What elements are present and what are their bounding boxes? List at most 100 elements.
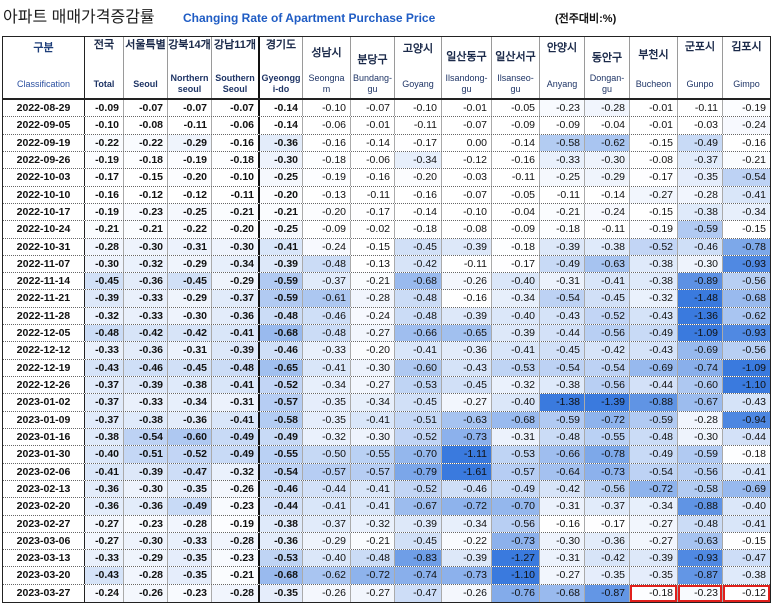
price-change-table: 구분 Classification 전국 Total 서울특별 Seoul 강북14개 Nor… [2,36,771,604]
value-cell-anyang: -0.54 [540,290,585,307]
value-cell-bundang-gu: -0.28 [351,290,395,307]
value-cell-dongan-gu: -0.62 [585,134,630,151]
value-cell-northern-seoul: -0.52 [168,446,212,463]
value-cell-seongna-m: -0.50 [303,446,351,463]
value-cell-seongna-m: -0.62 [303,567,351,584]
value-cell-dongan-gu: -0.29 [585,169,630,186]
value-cell-anyang: -0.48 [540,428,585,446]
date-cell: 2023-03-20 [3,567,85,584]
value-cell-ilsandong-gu: -0.07 [442,117,492,134]
value-cell-southern-seoul: -0.26 [212,480,260,498]
header-label-korean: 고양시 [402,42,434,55]
value-cell-ilsanseo-gu: -0.76 [492,584,540,603]
header-label-english: Total [93,78,115,89]
value-cell-seoul: -0.32 [124,255,168,273]
header-label-korean: 서울특별 [125,38,166,51]
value-cell-seoul: -0.29 [124,550,168,567]
value-cell-northern-seoul: -0.33 [168,532,212,550]
value-cell-goyang: -0.52 [395,428,442,446]
date-cell: 2023-02-27 [3,515,85,532]
value-cell-dongan-gu: -0.28 [585,100,630,117]
value-cell-ilsanseo-gu: -0.70 [492,498,540,515]
value-cell-northern-seoul: -0.29 [168,134,212,151]
value-cell-goyang: -0.17 [395,134,442,151]
header-label-korean: 성남시 [311,46,342,59]
table-row: 2022-10-24 -0.21 -0.21 -0.22 -0.20 -0.25 -0.09… [3,221,770,239]
value-cell-dongan-gu: -0.56 [585,325,630,342]
value-cell-southern-seoul: -0.10 [212,169,260,186]
value-cell-bundang-gu: -0.27 [351,584,395,603]
value-cell-northern-seoul: -0.12 [168,186,212,203]
value-cell-gunpo: -0.23 [678,584,723,603]
value-cell-seongna-m: -0.37 [303,273,351,290]
value-cell-northern-seoul: -0.49 [168,498,212,515]
value-cell-bundang-gu: -0.06 [351,151,395,169]
value-cell-total: -0.39 [85,290,124,307]
value-cell-total: -0.38 [85,428,124,446]
value-cell-anyang: -0.39 [540,238,585,255]
value-cell-seongna-m: -0.33 [303,342,351,359]
value-cell-gimpo: -0.18 [723,446,770,463]
value-cell-ilsandong-gu: -0.73 [442,428,492,446]
value-cell-gimpo: -1.10 [723,377,770,394]
value-cell-gyeongg-i-do: -0.36 [260,134,303,151]
value-cell-ilsanseo-gu: -0.16 [492,151,540,169]
value-cell-gyeongg-i-do: -0.38 [260,515,303,532]
value-cell-seoul: -0.28 [124,567,168,584]
value-cell-dongan-gu: -0.35 [585,567,630,584]
value-cell-gimpo: -0.41 [723,186,770,203]
header-label-korean: 분당구 [357,53,388,66]
value-cell-anyang: -0.49 [540,255,585,273]
value-cell-ilsandong-gu: -0.03 [442,169,492,186]
value-cell-goyang: -0.53 [395,377,442,394]
value-cell-northern-seoul: -0.19 [168,151,212,169]
table-row: 2022-12-19 -0.43 -0.46 -0.45 -0.48 -0.65 -0.41… [3,359,770,377]
value-cell-gyeongg-i-do: -0.39 [260,255,303,273]
column-header-gimpo: 김포시 Gimpo [723,37,770,98]
header-label-korean: 일산동구 [446,50,487,63]
value-cell-anyang: -0.21 [540,203,585,221]
value-cell-dongan-gu: -0.37 [585,498,630,515]
value-cell-total: -0.37 [85,394,124,411]
value-cell-total: -0.30 [85,255,124,273]
value-cell-seoul: -0.26 [124,584,168,603]
value-cell-anyang: -0.38 [540,377,585,394]
value-cell-total: -0.17 [85,169,124,186]
value-cell-dongan-gu: -0.14 [585,186,630,203]
value-cell-dongan-gu: -0.41 [585,273,630,290]
value-cell-southern-seoul: -0.28 [212,584,260,603]
value-cell-bundang-gu: -0.11 [351,186,395,203]
title-korean: 아파트 매매가격증감률 [3,9,155,26]
date-cell: 2023-03-13 [3,550,85,567]
value-cell-anyang: -0.16 [540,515,585,532]
value-cell-bucheon: -0.54 [630,463,678,480]
column-header-seongna-m: 성남시 Seongna m [303,37,351,98]
value-cell-gunpo: -0.56 [678,463,723,480]
date-cell: 2023-01-09 [3,411,85,428]
value-cell-seongna-m: -0.35 [303,394,351,411]
value-cell-gyeongg-i-do: -0.14 [260,117,303,134]
date-cell: 2023-03-06 [3,532,85,550]
value-cell-bundang-gu: -0.21 [351,273,395,290]
value-cell-ilsanseo-gu: -1.10 [492,567,540,584]
column-header-ilsanseo-gu: 일산서구 Ilsanseo- gu [492,37,540,98]
value-cell-seoul: -0.30 [124,532,168,550]
value-cell-seoul: -0.15 [124,169,168,186]
header-label-english: Northern seoul [170,73,209,94]
value-cell-bucheon: -0.43 [630,342,678,359]
value-cell-bundang-gu: -0.55 [351,446,395,463]
date-cell: 2022-10-24 [3,221,85,238]
value-cell-northern-seoul: -0.31 [168,238,212,255]
header-label-korean: 일산서구 [495,50,536,63]
value-cell-seongna-m: -0.24 [303,238,351,255]
value-cell-seongna-m: -0.06 [303,117,351,134]
value-cell-gunpo: -0.87 [678,567,723,584]
value-cell-goyang: -0.67 [395,498,442,515]
value-cell-gyeongg-i-do: -0.55 [260,446,303,463]
value-cell-ilsandong-gu: -0.26 [442,584,492,603]
value-cell-ilsandong-gu: -0.22 [442,532,492,550]
value-cell-seoul: -0.33 [124,394,168,411]
value-cell-seongna-m: -0.61 [303,290,351,307]
value-cell-goyang: -0.39 [395,515,442,532]
value-cell-seongna-m: -0.19 [303,169,351,186]
